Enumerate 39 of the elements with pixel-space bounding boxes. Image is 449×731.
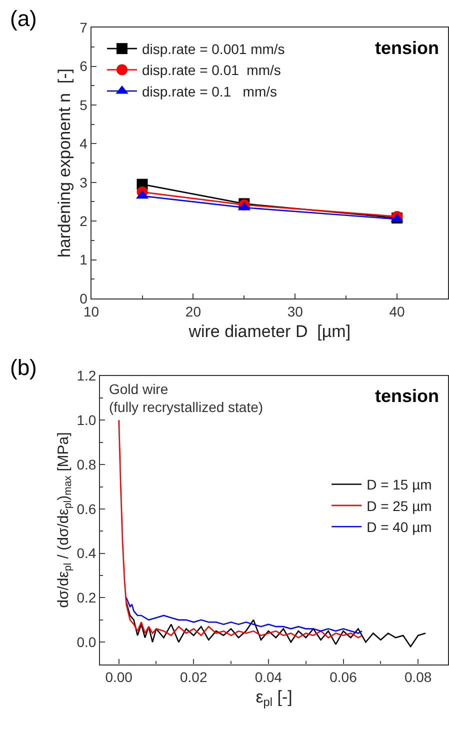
x-tick-label: 30: [287, 303, 304, 320]
x-tick-label: 20: [185, 303, 202, 320]
x-tick-label: 0.00: [105, 669, 133, 686]
x-axis-title: wire diameter D [µm]: [188, 322, 351, 341]
y-tick-label: 2: [80, 212, 88, 229]
legend-label: D = 40 µm: [366, 519, 432, 536]
y-tick-label: 0.8: [76, 456, 96, 472]
x-tick-label: 40: [389, 303, 406, 320]
text: (a): [10, 6, 37, 31]
x-tick-label: 0.02: [180, 669, 208, 686]
y-tick-label: 6: [80, 58, 88, 74]
line-series: [126, 597, 363, 634]
y-tick-label: 0.0: [76, 634, 96, 650]
x-axis-title: ε$_{pl}$ [-]: [256, 688, 292, 710]
x-tick-label: 0.06: [330, 669, 358, 686]
y-tick-label: 0.2: [76, 590, 96, 606]
y-tick-label: 3: [80, 174, 88, 190]
y-tick-label: 0.4: [76, 545, 96, 562]
text: (b): [10, 355, 37, 380]
x-tick-label: 0.08: [404, 669, 432, 686]
y-tick-label: 7: [80, 19, 88, 36]
y-tick-label: 1.0: [76, 412, 96, 428]
legend-label: D = 15 µm: [366, 476, 432, 493]
legend-label: D = 25 µm: [366, 498, 432, 514]
annotation: tension: [375, 38, 440, 58]
y-tick-label: 0.6: [76, 500, 96, 517]
line-series: [118, 420, 363, 638]
y-tick-label: 4: [80, 136, 88, 152]
annotation: Gold wire (fully recrystallized state): [109, 381, 264, 416]
y-tick-label: 5: [80, 96, 88, 113]
legend-label: disp.rate = 0.1 mm/s: [142, 83, 277, 100]
x-tick-label: 0.04: [254, 669, 282, 686]
y-tick-label: 1.2: [76, 368, 96, 384]
y-axis-title: hardening exponent n [-]: [55, 68, 74, 258]
line-series: [126, 602, 426, 648]
y-tick-label: 1: [80, 252, 88, 268]
legend-label: disp.rate = 0.01 mm/s: [142, 62, 281, 78]
legend-label: disp.rate = 0.001 mm/s: [142, 41, 285, 58]
annotation: tension: [375, 386, 440, 406]
